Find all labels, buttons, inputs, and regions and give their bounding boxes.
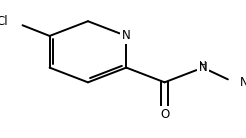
Text: Cl: Cl — [0, 15, 8, 28]
Text: N: N — [199, 61, 207, 74]
Text: NH₂: NH₂ — [240, 76, 246, 89]
Text: H: H — [199, 61, 207, 71]
Text: O: O — [160, 108, 169, 120]
Text: N: N — [122, 29, 131, 43]
